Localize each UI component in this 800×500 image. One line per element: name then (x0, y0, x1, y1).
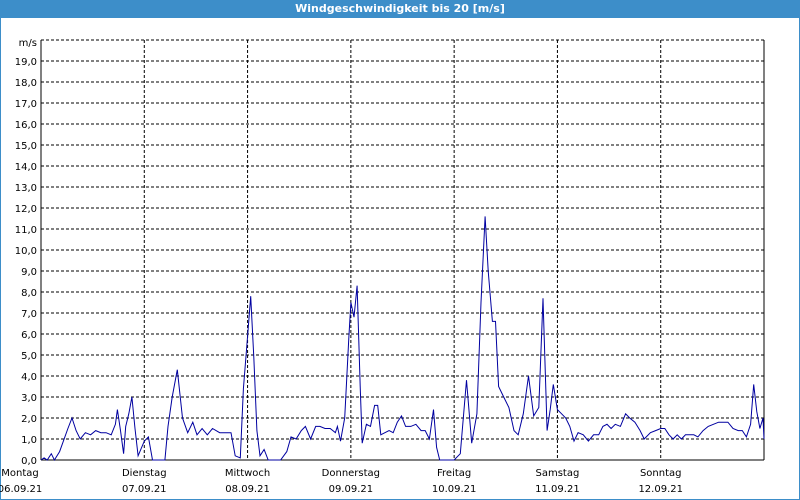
x-tick-day: Mittwoch (225, 468, 270, 479)
y-tick-label: 5,0 (21, 351, 37, 362)
wind-speed-line (40, 216, 765, 462)
x-tick-date: 06.09.21 (0, 484, 42, 495)
x-tick-date: 12.09.21 (638, 484, 683, 495)
x-tick-date: 10.09.21 (432, 484, 477, 495)
x-tick-date: 08.09.21 (225, 484, 270, 495)
chart-title: Windgeschwindigkeit bis 20 [m/s] (0, 0, 800, 18)
x-tick-date: 11.09.21 (535, 484, 580, 495)
y-tick-label: 9,0 (21, 267, 37, 278)
x-tick-day: Dienstag (122, 468, 167, 479)
y-tick-label: 12,0 (15, 204, 37, 215)
y-tick-label: 15,0 (15, 141, 37, 152)
y-tick-label: 6,0 (21, 330, 37, 341)
x-tick-day: Sonntag (640, 468, 682, 479)
y-tick-label: 14,0 (15, 162, 37, 173)
y-tick-label: 17,0 (15, 99, 37, 110)
y-tick-label: 4,0 (21, 372, 37, 383)
y-axis-label: m/s (19, 38, 37, 49)
y-tick-label: 16,0 (15, 120, 37, 131)
y-tick-label: 13,0 (15, 183, 37, 194)
x-tick-date: 07.09.21 (122, 484, 167, 495)
y-tick-label: 0,0 (21, 456, 37, 467)
y-tick-label: 19,0 (15, 57, 37, 68)
x-tick-day: Donnerstag (322, 468, 380, 479)
x-tick-day: Samstag (536, 468, 580, 479)
y-tick-label: 11,0 (15, 225, 37, 236)
y-tick-label: 18,0 (15, 78, 37, 89)
y-tick-label: 2,0 (21, 414, 37, 425)
y-tick-label: 7,0 (21, 309, 37, 320)
x-tick-day: Montag (1, 468, 38, 479)
y-tick-label: 1,0 (21, 435, 37, 446)
y-tick-label: 3,0 (21, 393, 37, 404)
y-tick-label: 10,0 (15, 246, 37, 257)
x-tick-date: 09.09.21 (329, 484, 374, 495)
x-tick-day: Freitag (437, 468, 471, 479)
y-tick-label: 8,0 (21, 288, 37, 299)
